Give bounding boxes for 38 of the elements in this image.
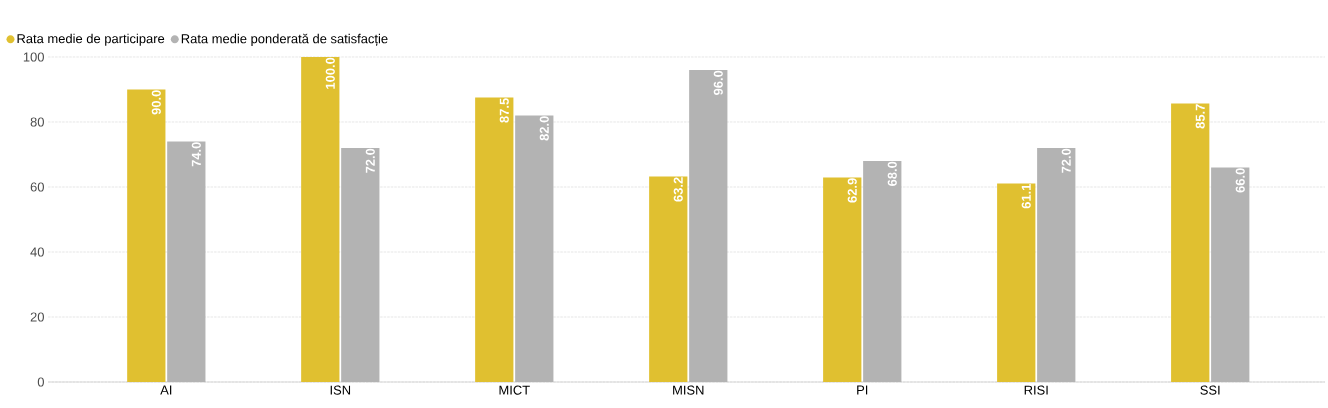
bar: [823, 177, 862, 382]
data-label: 90.0: [151, 90, 161, 115]
bar: [341, 148, 380, 382]
data-label: 96.0: [713, 70, 723, 95]
data-label: 85.7: [1195, 104, 1205, 129]
data-label: 82.0: [539, 116, 549, 141]
y-tick-label: 80: [30, 117, 44, 127]
x-tick-label: PI: [857, 385, 868, 395]
y-tick-label: 60: [30, 182, 44, 192]
data-label: 74.0: [191, 142, 201, 167]
legend-label: Rata medie ponderată de satisfacție: [181, 33, 388, 46]
x-tick-label: AI: [160, 385, 172, 395]
data-label: 87.5: [499, 98, 509, 123]
bar: [1171, 103, 1210, 382]
data-label: 62.9: [847, 178, 857, 203]
x-tick-label: SSI: [1200, 385, 1220, 395]
bar: [1037, 148, 1076, 382]
bar: [475, 97, 514, 382]
data-label: 66.0: [1235, 168, 1245, 193]
bar: [301, 57, 340, 382]
y-tick-label: 0: [37, 377, 44, 387]
data-label: 61.1: [1021, 183, 1031, 209]
x-tick-label: MICT: [499, 385, 530, 395]
data-label: 72.0: [365, 148, 375, 173]
data-label: 72.0: [1061, 148, 1071, 173]
bar: [997, 183, 1036, 382]
data-label: 100.0: [325, 57, 335, 89]
y-tick-label: 100: [23, 52, 44, 62]
x-tick-label: RISI: [1024, 385, 1048, 395]
x-tick-label: ISN: [330, 385, 351, 395]
x-tick-label: MISN: [673, 385, 704, 395]
y-tick-label: 20: [30, 312, 44, 322]
legend-label: Rata medie de participare: [17, 33, 165, 46]
data-label: 63.2: [673, 177, 683, 202]
y-tick-label: 40: [30, 247, 44, 257]
bar: [649, 176, 688, 382]
bar: [127, 89, 166, 382]
data-label: 68.0: [887, 161, 897, 186]
